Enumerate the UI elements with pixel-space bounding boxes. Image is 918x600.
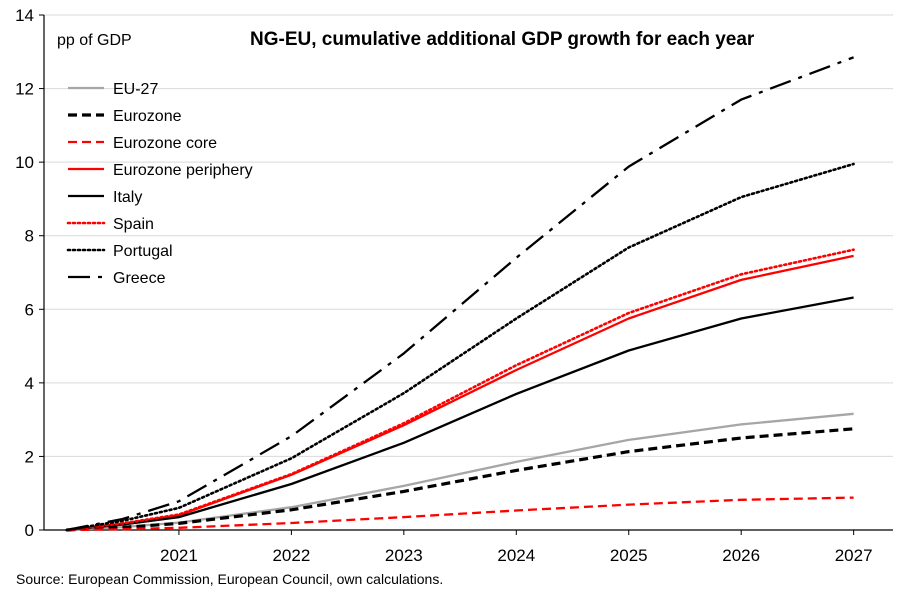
y-axis-unit-label: pp of GDP [57,32,132,49]
x-tick-label: 2021 [160,546,198,565]
x-axis-ticks: 2021 2022 2023 2024 2025 2026 2027 [160,530,873,565]
legend-label-eurozone: Eurozone [113,108,182,125]
legend-label-greece: Greece [113,270,166,287]
series-line-greece [66,56,855,532]
legend-label-eu-27: EU-27 [113,81,158,98]
y-tick-label: 10 [15,153,34,172]
series-line-spain [65,248,855,532]
axes [43,15,893,531]
x-tick-label: 2024 [497,546,535,565]
legend-label-eurozone-core: Eurozone core [113,135,217,152]
legend-label-spain: Spain [113,216,154,233]
x-tick-label: 2022 [272,546,310,565]
legend: EU-27 Eurozone Eurozone core Eurozone perip… [66,81,253,287]
series-line-italy [66,296,854,532]
series-line-portugal [65,162,855,532]
y-tick-label: 14 [15,6,34,25]
series-line-eurozone-core [66,496,854,532]
y-tick-label: 12 [15,80,34,99]
legend-label-eurozone-periphery: Eurozone periphery [113,162,253,179]
series-lines [65,56,855,532]
x-tick-label: 2026 [722,546,760,565]
y-tick-label: 4 [25,374,34,393]
x-tick-label: 2023 [385,546,423,565]
gridlines [44,14,893,457]
x-tick-label: 2027 [835,546,873,565]
x-tick-label: 2025 [610,546,648,565]
y-tick-label: 6 [25,300,34,319]
y-tick-label: 8 [25,227,34,246]
series-line-eurozone [66,427,854,532]
source-note: Source: European Commission, European Co… [16,571,444,587]
y-axis-ticks: 0 2 4 6 8 10 12 14 [15,6,44,540]
legend-label-portugal: Portugal [113,243,173,260]
chart-title: NG-EU, cumulative additional GDP growth … [250,29,755,50]
legend-label-italy: Italy [113,189,142,206]
y-tick-label: 0 [25,521,34,540]
y-tick-label: 2 [25,447,34,466]
